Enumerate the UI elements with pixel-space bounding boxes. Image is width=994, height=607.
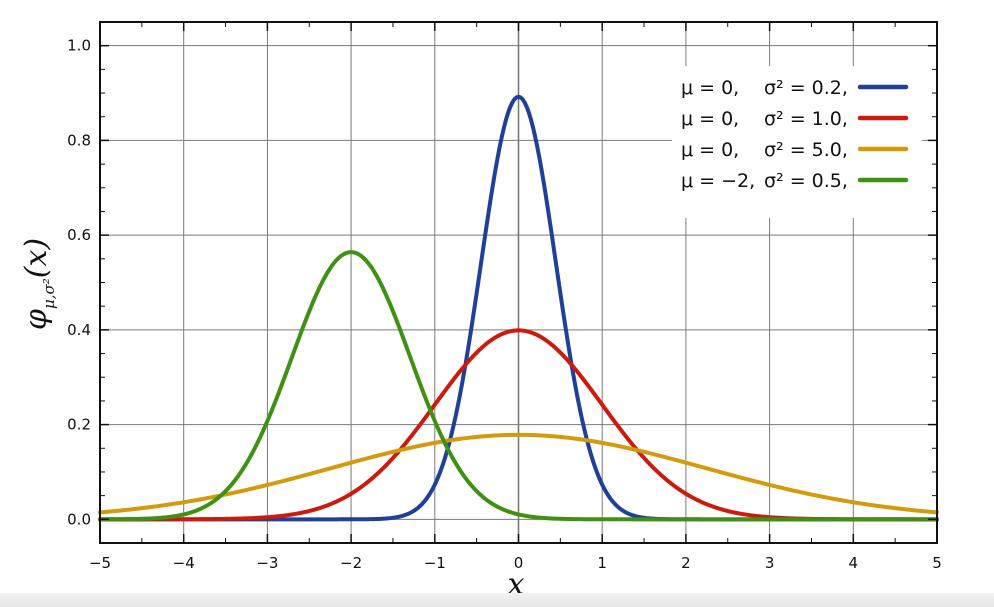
axis-ticks: −5 −4 −3 −2 −1 0 1 2 3 4 5 0.0 0.2 0.4 0.6 0.8 1.0 xyxy=(67,21,942,572)
legend: μ = 0, σ² = 0.2, μ = 0, σ² = 1.0, μ = 0, σ² =… xyxy=(672,66,922,218)
legend-sigma-label: σ² = 0.5, xyxy=(764,170,848,192)
legend-sigma-label: σ² = 1.0, xyxy=(764,108,848,130)
legend-sigma-label: σ² = 0.2, xyxy=(764,77,848,99)
x-tick-label: −2 xyxy=(340,554,362,572)
x-tick-label: 1 xyxy=(597,554,607,572)
x-tick-label: 5 xyxy=(932,554,942,572)
y-axis-title-subscript: μ,σ² xyxy=(40,278,58,309)
normal-distribution-chart: −5 −4 −3 −2 −1 0 1 2 3 4 5 0.0 0.2 0.4 0.6 0.8 1.0 μ = 0… xyxy=(19,21,942,593)
legend-mu-label: μ = −2, xyxy=(681,170,755,192)
y-tick-label: 1.0 xyxy=(67,37,91,55)
x-tick-label: −1 xyxy=(424,554,446,572)
legend-mu-label: μ = 0, xyxy=(681,139,739,161)
legend-mu-label: μ = 0, xyxy=(681,77,739,99)
x-axis-title: x xyxy=(508,567,525,593)
y-axis-title: φμ,σ²(x) xyxy=(19,238,58,330)
legend-mu-label: μ = 0, xyxy=(681,108,739,130)
y-tick-label: 0.6 xyxy=(67,226,91,244)
y-tick-label: 0.8 xyxy=(67,131,91,149)
y-axis-title-argument: (x) xyxy=(19,238,54,278)
x-tick-label: 0 xyxy=(514,554,524,572)
legend-box xyxy=(672,66,922,218)
x-tick-label: −5 xyxy=(89,554,111,572)
bottom-strip xyxy=(0,593,994,607)
x-tick-label: 2 xyxy=(681,554,691,572)
legend-sigma-label: σ² = 5.0, xyxy=(764,139,848,161)
y-axis-title-symbol: φ xyxy=(19,309,54,330)
x-tick-label: 4 xyxy=(849,554,859,572)
x-tick-label: −3 xyxy=(256,554,278,572)
x-tick-label: −4 xyxy=(173,554,195,572)
y-tick-label: 0.4 xyxy=(67,321,91,339)
series-line-2 xyxy=(98,432,939,515)
series-line-3 xyxy=(98,250,939,522)
y-tick-label: 0.0 xyxy=(67,510,91,528)
svg-text:φμ,σ²(x): φμ,σ²(x) xyxy=(19,238,58,330)
series-curves xyxy=(98,94,939,522)
x-tick-label: 3 xyxy=(765,554,775,572)
y-tick-label: 0.2 xyxy=(67,416,91,434)
